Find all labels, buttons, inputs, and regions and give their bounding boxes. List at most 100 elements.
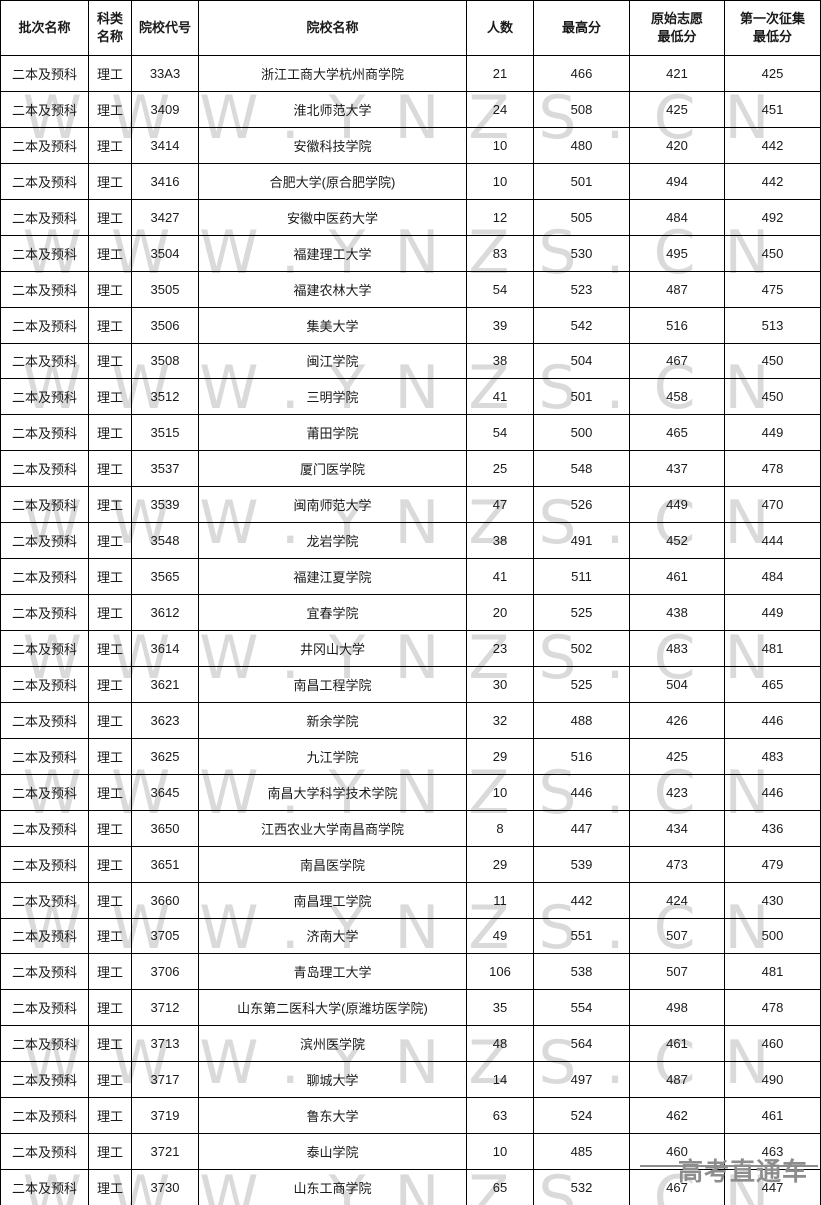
- header-row: 批次名称 科类 名称 院校代号 院校名称 人数 最高分 原始志愿 最低分 第一次…: [0, 0, 821, 56]
- cell-institution-name: 井冈山大学: [198, 630, 467, 667]
- cell-first-collection-min: 450: [724, 234, 821, 272]
- cell-original-min-score: 498: [629, 989, 725, 1027]
- table-row: 二本及预科 理工 3621 南昌工程学院 30 525 504 465: [0, 665, 821, 703]
- table-row: 二本及预科 理工 3508 闽江学院 38 504 467 450: [0, 342, 821, 380]
- cell-institution-name: 福建农林大学: [198, 270, 467, 308]
- cell-batch-name: 二本及预科: [0, 737, 89, 775]
- cell-max-score: 508: [533, 90, 630, 128]
- cell-institution-code: 3721: [131, 1133, 199, 1171]
- cell-student-count: 8: [466, 809, 534, 847]
- cell-student-count: 29: [466, 845, 534, 883]
- cell-institution-code: 3505: [131, 270, 199, 308]
- cell-batch-name: 二本及预科: [0, 234, 89, 272]
- cell-first-collection-min: 449: [724, 414, 821, 452]
- cell-institution-code: 3537: [131, 450, 199, 488]
- table-body: 二本及预科 理工 33A3 浙江工商大学杭州商学院 21 466 421 425…: [0, 55, 821, 1205]
- cell-student-count: 30: [466, 665, 534, 703]
- table-header: 批次名称 科类 名称 院校代号 院校名称 人数 最高分 原始志愿 最低分 第一次…: [0, 0, 821, 56]
- cell-original-min-score: 487: [629, 270, 725, 308]
- cell-original-min-score: 425: [629, 737, 725, 775]
- cell-institution-name: 福建江夏学院: [198, 558, 467, 596]
- table-row: 二本及预科 理工 3427 安徽中医药大学 12 505 484 492: [0, 198, 821, 236]
- header-institution-name: 院校名称: [198, 0, 467, 56]
- cell-original-min-score: 487: [629, 1061, 725, 1099]
- cell-institution-name: 泰山学院: [198, 1133, 467, 1171]
- cell-student-count: 29: [466, 737, 534, 775]
- cell-original-min-score: 462: [629, 1097, 725, 1135]
- cell-original-min-score: 438: [629, 594, 725, 631]
- cell-institution-code: 3539: [131, 486, 199, 524]
- cell-original-min-score: 465: [629, 414, 725, 452]
- cell-institution-code: 3713: [131, 1025, 199, 1063]
- cell-student-count: 83: [466, 234, 534, 272]
- cell-institution-name: 南昌医学院: [198, 845, 467, 883]
- cell-institution-code: 3660: [131, 881, 199, 919]
- cell-subject-category: 理工: [88, 845, 132, 883]
- cell-batch-name: 二本及预科: [0, 1169, 89, 1205]
- cell-institution-code: 33A3: [131, 55, 199, 92]
- cell-first-collection-min: 442: [724, 162, 821, 200]
- cell-max-score: 538: [533, 953, 630, 991]
- cell-student-count: 47: [466, 486, 534, 524]
- header-first-collection-min: 第一次征集 最低分: [724, 0, 821, 56]
- logo-strike-line: [640, 1165, 818, 1167]
- cell-institution-code: 3409: [131, 90, 199, 128]
- cell-batch-name: 二本及预科: [0, 701, 89, 739]
- cell-institution-code: 3614: [131, 630, 199, 667]
- header-student-count: 人数: [466, 0, 534, 56]
- cell-student-count: 14: [466, 1061, 534, 1099]
- cell-max-score: 551: [533, 917, 630, 955]
- cell-original-min-score: 495: [629, 234, 725, 272]
- cell-subject-category: 理工: [88, 126, 132, 164]
- cell-original-min-score: 426: [629, 701, 725, 739]
- cell-first-collection-min: 481: [724, 953, 821, 991]
- cell-student-count: 54: [466, 414, 534, 452]
- cell-subject-category: 理工: [88, 881, 132, 919]
- cell-original-min-score: 467: [629, 342, 725, 380]
- cell-batch-name: 二本及预科: [0, 90, 89, 128]
- cell-subject-category: 理工: [88, 234, 132, 272]
- cell-institution-name: 南昌理工学院: [198, 881, 467, 919]
- cell-original-min-score: 473: [629, 845, 725, 883]
- cell-max-score: 501: [533, 162, 630, 200]
- table-row: 二本及预科 理工 3730 山东工商学院 65 532 467 447: [0, 1169, 821, 1205]
- cell-original-min-score: 504: [629, 665, 725, 703]
- cell-batch-name: 二本及预科: [0, 486, 89, 524]
- cell-first-collection-min: 460: [724, 1025, 821, 1063]
- cell-subject-category: 理工: [88, 917, 132, 955]
- cell-max-score: 466: [533, 55, 630, 92]
- cell-student-count: 63: [466, 1097, 534, 1135]
- table-row: 二本及预科 理工 3717 聊城大学 14 497 487 490: [0, 1061, 821, 1099]
- cell-original-min-score: 434: [629, 809, 725, 847]
- cell-max-score: 526: [533, 486, 630, 524]
- cell-batch-name: 二本及预科: [0, 1025, 89, 1063]
- table-row: 二本及预科 理工 3505 福建农林大学 54 523 487 475: [0, 270, 821, 308]
- cell-subject-category: 理工: [88, 1169, 132, 1205]
- cell-institution-name: 九江学院: [198, 737, 467, 775]
- cell-first-collection-min: 436: [724, 809, 821, 847]
- cell-original-min-score: 423: [629, 773, 725, 811]
- cell-subject-category: 理工: [88, 198, 132, 236]
- cell-batch-name: 二本及预科: [0, 270, 89, 308]
- cell-subject-category: 理工: [88, 737, 132, 775]
- cell-student-count: 23: [466, 630, 534, 667]
- cell-subject-category: 理工: [88, 558, 132, 596]
- cell-first-collection-min: 449: [724, 594, 821, 631]
- cell-batch-name: 二本及预科: [0, 881, 89, 919]
- cell-institution-code: 3625: [131, 737, 199, 775]
- table-row: 二本及预科 理工 3548 龙岩学院 38 491 452 444: [0, 522, 821, 560]
- cell-first-collection-min: 451: [724, 90, 821, 128]
- table-row: 二本及预科 理工 3625 九江学院 29 516 425 483: [0, 737, 821, 775]
- cell-subject-category: 理工: [88, 701, 132, 739]
- table-row: 二本及预科 理工 3719 鲁东大学 63 524 462 461: [0, 1097, 821, 1135]
- cell-batch-name: 二本及预科: [0, 126, 89, 164]
- cell-batch-name: 二本及预科: [0, 55, 89, 92]
- cell-institution-name: 宜春学院: [198, 594, 467, 631]
- cell-student-count: 106: [466, 953, 534, 991]
- cell-first-collection-min: 425: [724, 55, 821, 92]
- cell-student-count: 38: [466, 342, 534, 380]
- table-row: 二本及预科 理工 3614 井冈山大学 23 502 483 481: [0, 630, 821, 667]
- table-row: 二本及预科 理工 3506 集美大学 39 542 516 513: [0, 306, 821, 344]
- cell-batch-name: 二本及预科: [0, 522, 89, 560]
